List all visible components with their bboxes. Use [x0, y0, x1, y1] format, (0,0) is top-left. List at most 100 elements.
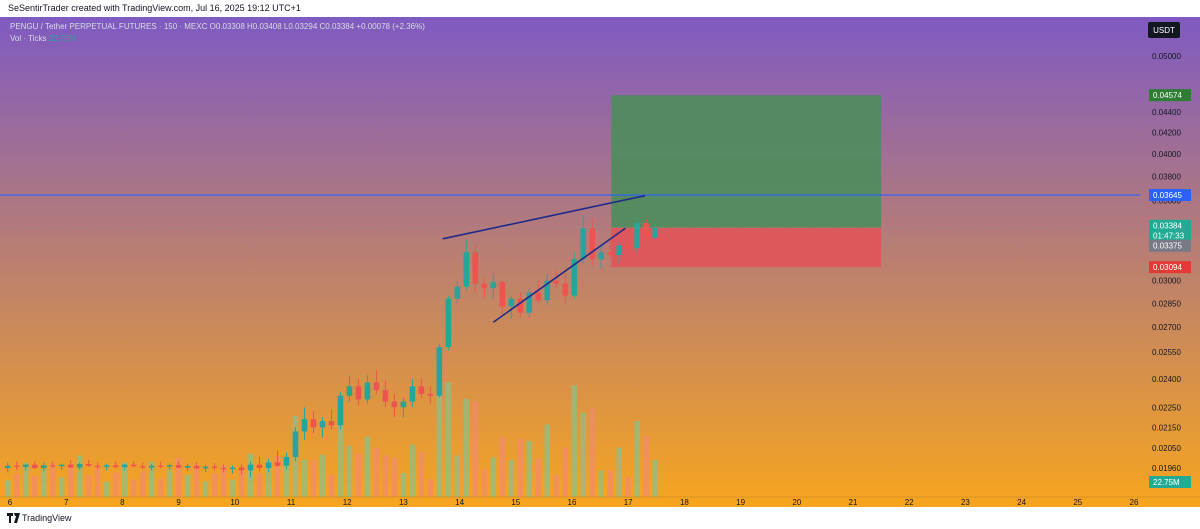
volume-bar	[22, 462, 29, 497]
volume-bar	[409, 444, 416, 497]
candle-body	[364, 382, 371, 400]
candle-body	[400, 401, 407, 408]
price-tick-label: 0.03800	[1152, 173, 1181, 182]
candle-body	[499, 282, 506, 307]
chart-area[interactable]: USDT 0.05000 0.04400 0.04200 0.04000 0.03800 0…	[0, 17, 1200, 507]
line-price-badge-text: 0.03645	[1153, 191, 1182, 200]
candle-body	[31, 464, 38, 468]
volume-bar	[283, 460, 290, 497]
candle-body	[643, 223, 649, 238]
volume-bar	[400, 473, 407, 497]
candle-body	[4, 465, 11, 468]
volume-bar	[526, 440, 533, 497]
candle-body	[589, 228, 596, 260]
candle-body	[562, 283, 569, 296]
time-tick-label: 19	[736, 498, 745, 507]
candle-body	[373, 382, 380, 391]
time-tick-label: 12	[343, 498, 352, 507]
volume-bar	[4, 480, 11, 497]
candle-body	[355, 386, 362, 400]
candle-body	[202, 466, 209, 469]
price-tick-label: 0.02150	[1152, 423, 1181, 432]
long-position-tool[interactable]	[611, 95, 882, 268]
candle-body	[166, 465, 173, 467]
chart-background	[0, 17, 1200, 507]
volume-bar	[373, 447, 380, 497]
volume-bar	[625, 477, 631, 497]
time-tick-label: 21	[849, 498, 858, 507]
time-tick-label: 24	[1017, 498, 1026, 507]
line-price-badge	[1149, 189, 1191, 202]
volume-bar	[103, 481, 110, 497]
candle-body	[76, 463, 83, 468]
candle-body	[238, 467, 245, 471]
candle-body	[328, 421, 335, 426]
volume-bar	[301, 459, 308, 497]
candle-body	[526, 292, 533, 313]
candle-body	[346, 386, 353, 396]
candle-body	[445, 298, 452, 348]
candle-body	[652, 227, 658, 238]
candle-body	[67, 464, 74, 468]
candle-body	[472, 252, 479, 284]
price-tick-label: 0.04400	[1152, 108, 1181, 117]
candle-body	[40, 465, 47, 468]
attribution-bar: SeSentirTrader created with TradingView.…	[0, 0, 1200, 17]
candle-body	[274, 462, 281, 466]
candle-body	[139, 466, 146, 468]
candle-body	[490, 282, 497, 289]
candle-body	[427, 393, 434, 396]
prev-price-badge	[1149, 239, 1191, 252]
candle-body	[112, 465, 119, 468]
volume-bar	[427, 478, 434, 497]
candle-body	[157, 465, 164, 467]
time-axis[interactable]: 6 7 8 9 10 11 12 13 14 15 16 17 18 19 20 21 22 23 24 25 26	[0, 496, 1200, 507]
volume-bar	[211, 473, 218, 497]
volume-bar	[121, 462, 128, 497]
candle-body	[103, 465, 110, 467]
volume-bar	[544, 424, 551, 497]
candle-body	[616, 245, 623, 256]
price-tick-label: 0.02050	[1152, 444, 1181, 453]
tradingview-logo-icon	[7, 513, 20, 523]
candle-body	[301, 419, 308, 432]
candle-body	[436, 347, 443, 396]
loss-zone[interactable]	[611, 227, 882, 268]
volume-bar	[58, 477, 65, 497]
profit-zone[interactable]	[611, 95, 882, 228]
candle-body	[634, 223, 640, 249]
volume-bar	[337, 411, 344, 497]
attribution-text: SeSentirTrader created with TradingView.…	[8, 3, 301, 13]
volume-bar	[13, 473, 20, 497]
wedge-lower-line[interactable]	[492, 227, 626, 323]
time-tick-label: 18	[680, 498, 689, 507]
candle-body	[454, 286, 461, 299]
candle-body	[148, 465, 155, 468]
volume-bar	[436, 382, 443, 497]
candle-body	[337, 395, 344, 426]
price-tick-label: 0.02550	[1152, 348, 1181, 357]
tradingview-brand: TradingView	[22, 513, 72, 523]
time-tick-label: 22	[905, 498, 914, 507]
currency-badge[interactable]	[1148, 22, 1180, 38]
volume-bar	[112, 472, 119, 497]
candlestick-series	[4, 215, 658, 478]
wedge-upper-line[interactable]	[442, 194, 646, 240]
time-tick-label: 13	[399, 498, 408, 507]
volume-bar	[76, 455, 83, 497]
candle-body	[607, 252, 614, 256]
countdown-badge-text: 01:47:33	[1153, 232, 1185, 241]
volume-bar	[94, 467, 101, 497]
volume-bar	[193, 464, 200, 497]
countdown-badge	[1149, 229, 1191, 242]
candle-body	[13, 465, 20, 467]
candle-body	[94, 465, 101, 467]
price-scale[interactable]: USDT 0.05000 0.04400 0.04200 0.04000 0.03800 0…	[1148, 22, 1191, 488]
volume-bar	[553, 474, 560, 497]
candle-body	[283, 456, 290, 466]
time-tick-label: 23	[961, 498, 970, 507]
volume-bar	[220, 465, 227, 497]
candle-body	[310, 419, 317, 428]
volume-bar	[139, 471, 146, 497]
candle-body	[598, 252, 605, 260]
